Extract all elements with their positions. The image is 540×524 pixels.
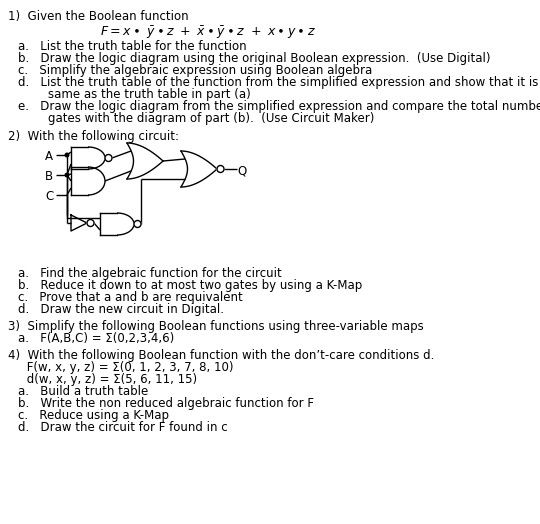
Text: same as the truth table in part (a): same as the truth table in part (a) bbox=[18, 88, 251, 101]
Text: 1)  Given the Boolean function: 1) Given the Boolean function bbox=[8, 10, 188, 23]
Text: $F = x\bullet\ \bar{y}\bullet z\ +\ \bar{x}\bullet\bar{y}\bullet z\ +\ x\bullet : $F = x\bullet\ \bar{y}\bullet z\ +\ \bar… bbox=[100, 24, 316, 40]
Text: c.   Simplify the algebraic expression using Boolean algebra: c. Simplify the algebraic expression usi… bbox=[18, 64, 372, 77]
Text: b.   Reduce it down to at most two gates by using a K-Map: b. Reduce it down to at most two gates b… bbox=[18, 279, 362, 292]
Text: C: C bbox=[45, 190, 53, 203]
Text: Q: Q bbox=[238, 164, 247, 177]
Text: 2)  With the following circuit:: 2) With the following circuit: bbox=[8, 130, 179, 143]
Text: 4)  With the following Boolean function with the don’t-care conditions d.: 4) With the following Boolean function w… bbox=[8, 349, 434, 362]
Text: e.   Draw the logic diagram from the simplified expression and compare the total: e. Draw the logic diagram from the simpl… bbox=[18, 100, 540, 113]
Circle shape bbox=[87, 220, 94, 226]
Circle shape bbox=[134, 221, 141, 227]
Text: F(w, x, y, z) = Σ(0, 1, 2, 3, 7, 8, 10): F(w, x, y, z) = Σ(0, 1, 2, 3, 7, 8, 10) bbox=[8, 361, 233, 374]
Text: c.   Reduce using a K-Map: c. Reduce using a K-Map bbox=[18, 409, 169, 422]
Circle shape bbox=[105, 155, 112, 161]
Text: B: B bbox=[45, 170, 53, 183]
Circle shape bbox=[65, 153, 69, 157]
Text: 3)  Simplify the following Boolean functions using three-variable maps: 3) Simplify the following Boolean functi… bbox=[8, 320, 424, 333]
Text: A: A bbox=[45, 150, 53, 163]
Text: c.   Prove that a and b are requivalent: c. Prove that a and b are requivalent bbox=[18, 291, 243, 304]
Text: b.   Draw the logic diagram using the original Boolean expression.  (Use Digital: b. Draw the logic diagram using the orig… bbox=[18, 52, 490, 65]
Circle shape bbox=[217, 166, 224, 172]
Text: a.   Build a truth table: a. Build a truth table bbox=[18, 385, 148, 398]
Text: a.   F(A,B,C) = Σ(0,2,3,4,6): a. F(A,B,C) = Σ(0,2,3,4,6) bbox=[18, 332, 174, 345]
Text: gates with the diagram of part (b).  (Use Circuit Maker): gates with the diagram of part (b). (Use… bbox=[18, 112, 374, 125]
Text: a.   List the truth table for the function: a. List the truth table for the function bbox=[18, 40, 247, 53]
Text: d.   Draw the circuit for F found in c: d. Draw the circuit for F found in c bbox=[18, 421, 228, 434]
Text: b.   Write the non reduced algebraic function for F: b. Write the non reduced algebraic funct… bbox=[18, 397, 314, 410]
Text: d.   Draw the new circuit in Digital.: d. Draw the new circuit in Digital. bbox=[18, 303, 224, 316]
Text: d.   List the truth table of the function from the simplified expression and sho: d. List the truth table of the function … bbox=[18, 76, 540, 89]
Text: a.   Find the algebraic function for the circuit: a. Find the algebraic function for the c… bbox=[18, 267, 282, 280]
Text: d(w, x, y, z) = Σ(5, 6, 11, 15): d(w, x, y, z) = Σ(5, 6, 11, 15) bbox=[8, 373, 197, 386]
Circle shape bbox=[65, 173, 69, 177]
